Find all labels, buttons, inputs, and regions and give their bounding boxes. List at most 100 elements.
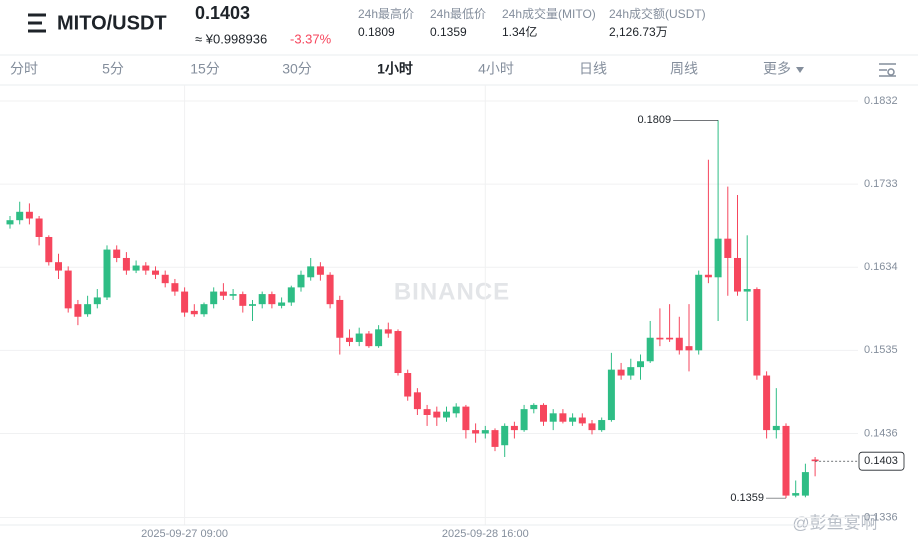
stat-label: 24h最高价	[358, 6, 414, 21]
x-tick-label: 2025-09-28 16:00	[442, 528, 529, 540]
candle-body	[229, 294, 237, 296]
tab[interactable]: 更多	[763, 61, 791, 77]
tab[interactable]: 5分	[102, 61, 124, 77]
candle-body	[501, 425, 509, 446]
candle-body	[559, 413, 567, 422]
candle-body	[491, 430, 499, 447]
candle-body	[578, 417, 586, 424]
settings-icon[interactable]	[879, 63, 896, 77]
tab[interactable]: 15分	[190, 61, 220, 77]
candle-body	[55, 262, 62, 271]
candle-body	[64, 270, 72, 309]
candle-body	[239, 294, 247, 306]
candle-body	[249, 304, 256, 306]
tab[interactable]: 周线	[670, 61, 698, 77]
candle-body	[685, 346, 693, 351]
tab[interactable]: 1小时	[377, 61, 413, 77]
candle-body	[452, 406, 460, 414]
tab[interactable]: 分时	[10, 61, 38, 77]
candle-body	[210, 291, 218, 305]
candle-body	[569, 417, 577, 422]
candle-body	[472, 430, 480, 434]
candle-body	[782, 425, 790, 496]
candle-body	[84, 304, 92, 315]
y-tick-label: 0.1634	[864, 261, 898, 273]
candle-body	[753, 289, 761, 376]
stat-label: 24h成交额(USDT)	[609, 6, 706, 21]
x-tick-label: 2025-09-27 09:00	[141, 528, 228, 540]
candle-body	[792, 493, 800, 496]
candle-body	[278, 302, 286, 306]
candle-body	[811, 459, 819, 462]
candle-body	[637, 361, 644, 368]
candle-body	[656, 337, 664, 340]
candle-body	[540, 404, 547, 422]
candle-body	[142, 265, 150, 271]
candle-body	[190, 310, 198, 315]
candle-body	[258, 294, 266, 305]
candle-body	[161, 274, 169, 284]
candle-body	[481, 430, 489, 434]
candle-body	[219, 291, 227, 296]
candle-body	[384, 329, 392, 334]
stat-value: 0.1809	[358, 25, 395, 39]
candle-body	[627, 367, 635, 376]
plot: 0.1336 0.1436 0.1535 0.1634 0.1733 0.1832 2025…	[0, 85, 905, 540]
candle-body	[598, 420, 606, 431]
tab[interactable]: 日线	[579, 61, 607, 77]
candle-body	[530, 404, 538, 410]
candle-body	[549, 413, 557, 422]
high-label: 0.1809	[637, 114, 671, 126]
candle-body	[297, 274, 305, 288]
more-arrow	[796, 67, 804, 73]
candle-body	[93, 297, 101, 305]
change: -3.37%	[290, 31, 332, 46]
candle-body	[200, 304, 208, 315]
candle-body	[404, 373, 412, 397]
candle-body	[772, 425, 780, 431]
credit: @彭鱼宴啊	[792, 513, 877, 532]
candle-body	[16, 211, 24, 221]
last-price-box	[858, 451, 905, 471]
candle-body	[714, 238, 722, 278]
candle-body	[355, 333, 363, 342]
y-tick-label: 0.1832	[864, 95, 898, 107]
candle-body	[413, 392, 421, 410]
candle-body	[346, 337, 353, 342]
candle-body	[307, 266, 315, 278]
candle-body	[365, 333, 373, 347]
candle-body	[25, 211, 33, 219]
candle-body	[287, 287, 295, 303]
candle-body	[122, 257, 130, 271]
candle-body	[734, 257, 741, 292]
tab[interactable]: 4小时	[478, 61, 514, 77]
stat-value: 1.34亿	[502, 24, 537, 39]
y-tick-label: 0.1733	[864, 178, 898, 190]
stat-label: 24h成交量(MITO)	[502, 6, 596, 21]
candle-body	[724, 238, 732, 258]
candle-body	[326, 274, 334, 305]
candle-body	[443, 411, 450, 418]
candle-body	[103, 249, 111, 298]
candle-body	[394, 331, 402, 374]
stat-value: 0.1359	[430, 25, 467, 39]
candle-body	[462, 406, 470, 431]
candle-body	[268, 294, 276, 305]
tabs: 分时 5分 15分 30分 1小时 4小时 日线 周线 更多	[10, 61, 791, 77]
candle-body	[617, 369, 625, 376]
candle-body	[801, 472, 809, 496]
y-tick-label: 0.1336	[864, 511, 898, 523]
candle-body	[45, 236, 53, 263]
candle-body	[423, 409, 431, 415]
candle-body	[763, 375, 771, 431]
candle-body	[375, 329, 383, 347]
watermark: BINANCE	[394, 278, 510, 305]
candle-body	[607, 369, 615, 421]
tab[interactable]: 30分	[282, 61, 312, 77]
cny-price: ≈ ¥0.998936	[195, 31, 267, 46]
logo	[28, 13, 46, 33]
candle-body	[695, 274, 703, 351]
stat-label: 24h最低价	[430, 7, 486, 21]
candle-body	[132, 265, 140, 271]
